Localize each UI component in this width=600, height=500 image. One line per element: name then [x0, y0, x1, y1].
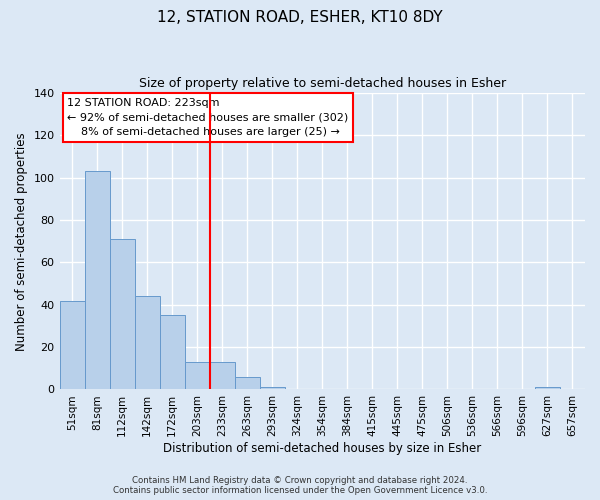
Text: 12 STATION ROAD: 223sqm
← 92% of semi-detached houses are smaller (302)
    8% o: 12 STATION ROAD: 223sqm ← 92% of semi-de…: [67, 98, 349, 137]
Bar: [85, 172, 110, 390]
Bar: [535, 388, 560, 390]
X-axis label: Distribution of semi-detached houses by size in Esher: Distribution of semi-detached houses by …: [163, 442, 481, 455]
Y-axis label: Number of semi-detached properties: Number of semi-detached properties: [15, 132, 28, 350]
Title: Size of property relative to semi-detached houses in Esher: Size of property relative to semi-detach…: [139, 78, 506, 90]
Bar: [209, 362, 235, 390]
Text: 12, STATION ROAD, ESHER, KT10 8DY: 12, STATION ROAD, ESHER, KT10 8DY: [157, 10, 443, 25]
Bar: [110, 239, 134, 390]
Bar: [160, 316, 185, 390]
Bar: [59, 300, 85, 390]
Text: Contains HM Land Registry data © Crown copyright and database right 2024.
Contai: Contains HM Land Registry data © Crown c…: [113, 476, 487, 495]
Bar: [185, 362, 209, 390]
Bar: [134, 296, 160, 390]
Bar: [260, 388, 285, 390]
Bar: [235, 377, 260, 390]
